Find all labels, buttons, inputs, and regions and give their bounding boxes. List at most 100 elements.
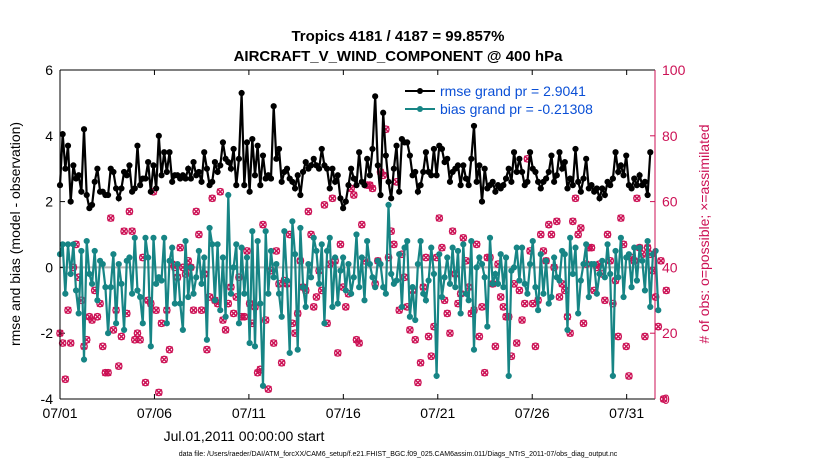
bias-point [441,274,448,281]
bias-point [72,287,80,294]
obs-possible-point [515,286,524,295]
rmse-point [396,188,403,195]
obs-assimilated-point [569,217,577,225]
bias-point [481,274,488,281]
rmse-point [388,195,395,202]
obs-possible-point [208,194,217,203]
footer-data-file: data file: /Users/raeder/DAI/ATM_forcXX/… [179,451,618,458]
obs-assimilated-point [459,234,467,242]
rmse-point [163,168,170,176]
obs-possible-point [622,342,631,351]
bias-point [129,290,136,297]
rmse-point [505,165,512,172]
obs-assimilated-point [208,194,216,202]
obs-assimilated-point [264,385,272,393]
rmse-point [342,198,349,205]
x-tick-label: 07/31 [609,405,644,421]
obs-assimilated-point [579,319,588,327]
obs-assimilated-point [414,379,422,387]
obs-possible-point [216,187,225,196]
obs-possible-point [512,339,521,347]
rmse-point [470,122,478,130]
bias-point [241,290,248,297]
bias-point [460,241,467,248]
obs-possible-point [427,352,436,361]
bias-point [326,234,333,241]
y-left-tick-label: 6 [45,62,53,78]
bias-point [275,290,283,297]
bias-point [420,290,427,297]
bias-point [422,297,430,304]
obs-assimilated-point [529,300,537,308]
obs-assimilated-point [417,359,425,367]
obs-assimilated-point [411,336,419,344]
rmse-point [380,109,387,116]
rmse-point [577,188,584,195]
rmse-point [502,175,510,182]
rmse-point [337,195,344,202]
obs-assimilated-point [222,326,230,334]
obs-possible-point [349,191,358,199]
rmse-point [607,182,614,189]
obs-assimilated-point [473,240,481,248]
obs-assimilated-point [491,342,499,350]
obs-assimilated-point [336,240,344,248]
rmse-point [315,165,323,172]
bias-point [187,264,194,271]
obs-assimilated-point [545,221,553,229]
rmse-point [294,172,301,179]
bias-point [267,247,275,255]
bias-point [575,310,582,317]
rmse-point [628,185,635,192]
obs-assimilated-point [449,227,457,235]
bias-point [340,254,347,261]
obs-assimilated-point [64,306,72,314]
rmse-point [75,172,82,179]
rmse-point [364,155,371,162]
rmse-point [230,145,237,153]
x-tick-label: 07/11 [232,405,266,421]
rmse-point [564,185,571,192]
obs-assimilated-point [497,293,505,301]
rmse-point [617,162,624,169]
rmse-point [612,149,619,156]
bias-point [577,277,584,284]
y-axis-label-left: rmse and bias (model - observation) [7,122,23,346]
bias-point [137,293,144,301]
rmse-point [64,142,72,149]
obs-assimilated-point [157,319,166,327]
obs-possible-point [379,171,388,180]
obs-assimilated-point [104,369,112,377]
bias-point [59,241,66,248]
rmse-point [142,175,149,182]
bias-point [193,274,200,281]
obs-possible-point [109,326,118,334]
rmse-point [153,185,160,192]
rmse-point [478,198,486,205]
bias-point [398,303,405,310]
bias-point [644,237,651,245]
bias-point [238,244,245,251]
bias-point [510,264,518,271]
rmse-point [110,168,117,176]
obs-possible-point [277,358,286,367]
obs-possible-point [443,309,452,318]
rmse-point [67,198,74,205]
rmse-point [385,178,392,185]
rmse-point [524,178,531,185]
bias-point [615,274,622,281]
bias-point [233,241,240,248]
bias-point [145,254,152,261]
obs-assimilated-point [141,379,150,387]
obs-possible-point [259,220,267,229]
obs-possible-point [88,316,96,324]
obs-assimilated-point [422,253,430,262]
rmse-point [620,172,627,179]
obs-possible-point [328,194,337,203]
rmse-point [134,142,141,149]
rmse-point [623,152,630,159]
obs-possible-point [312,293,321,301]
rmse-point [361,182,368,189]
rmse-point [166,149,173,156]
rmse-point [422,149,430,156]
